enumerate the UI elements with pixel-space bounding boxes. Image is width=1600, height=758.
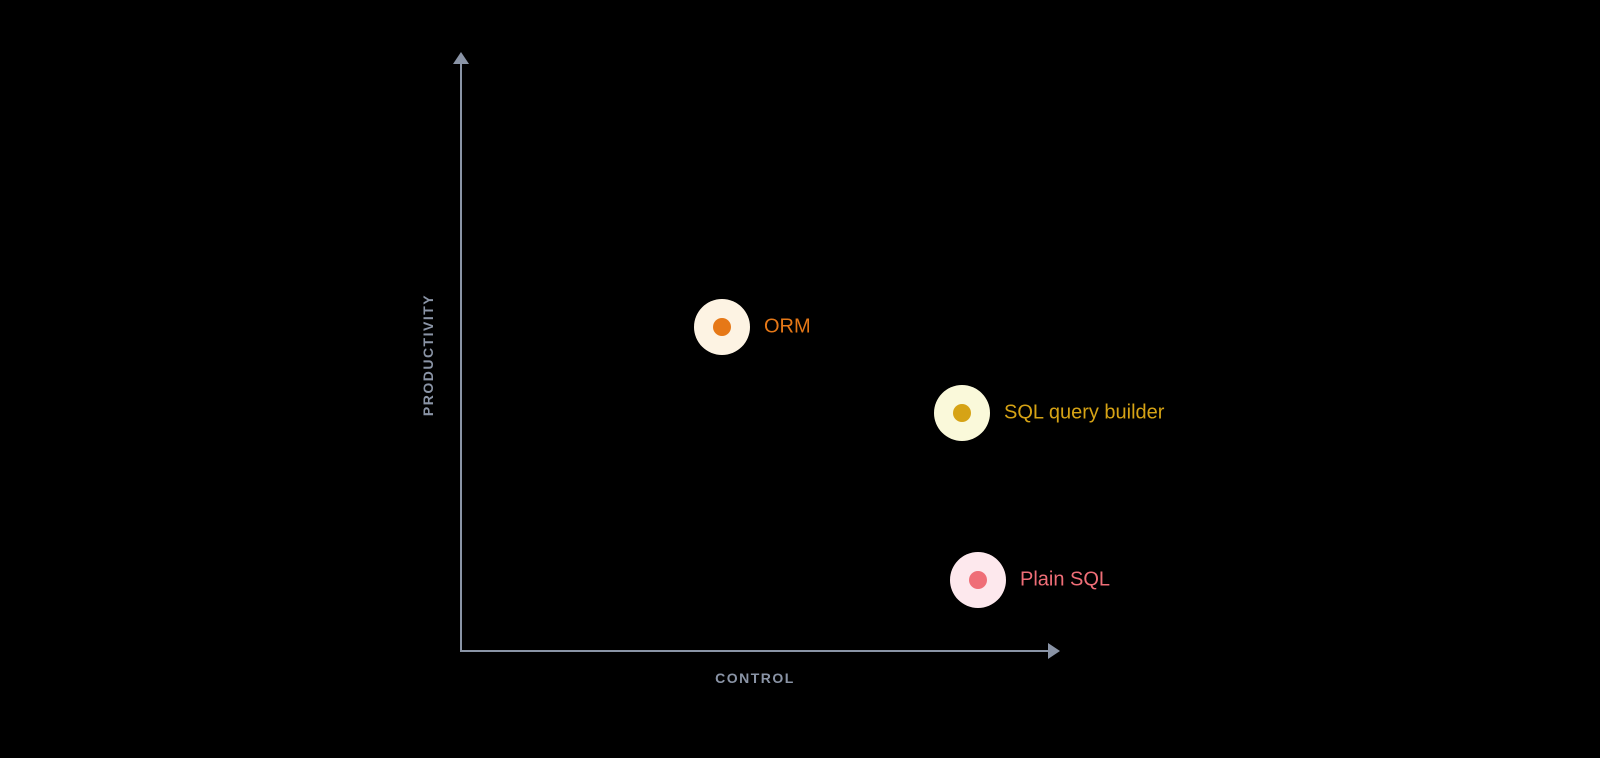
- y-axis: [460, 60, 462, 650]
- x-axis-label: CONTROL: [715, 670, 795, 686]
- marker-dot-icon: [713, 318, 731, 336]
- point-label: ORM: [764, 316, 811, 339]
- chart-container: CONTROL PRODUCTIVITY ORM SQL query builde…: [0, 0, 1600, 758]
- x-axis-arrowhead-icon: [1048, 643, 1060, 659]
- y-axis-arrowhead-icon: [453, 52, 469, 64]
- marker-dot-icon: [969, 571, 987, 589]
- y-axis-label: PRODUCTIVITY: [420, 294, 436, 416]
- x-axis: [460, 650, 1050, 652]
- point-label: SQL query builder: [1004, 402, 1164, 425]
- point-label: Plain SQL: [1020, 569, 1110, 592]
- marker-dot-icon: [953, 404, 971, 422]
